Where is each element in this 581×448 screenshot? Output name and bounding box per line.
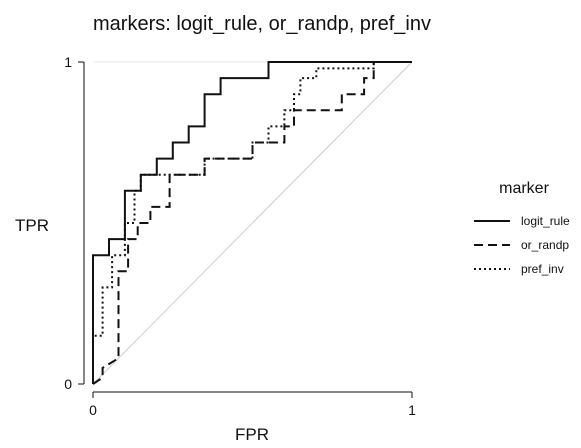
y-tick-label-0: 0 xyxy=(64,376,72,392)
y-tick-label-1: 1 xyxy=(64,54,72,70)
x-tick-label-0: 0 xyxy=(89,402,97,418)
axis-ticks: 0 1 0 1 xyxy=(64,54,416,418)
x-axis-label: FPR xyxy=(235,425,269,444)
legend-label-logit-rule: logit_rule xyxy=(521,214,570,228)
series-layer xyxy=(92,61,412,385)
legend-title: marker xyxy=(499,180,549,197)
legend-label-or-randp: or_randp xyxy=(521,238,569,252)
chart-title: markers: logit_rule, or_randp, pref_inv xyxy=(93,13,431,35)
series-or-randp xyxy=(92,61,412,385)
legend-label-pref-inv: pref_inv xyxy=(521,262,564,276)
series-logit-rule xyxy=(92,61,412,384)
diagonal-reference-line xyxy=(92,61,413,385)
legend-items: logit_rule or_randp pref_inv xyxy=(474,214,570,276)
x-tick-label-1: 1 xyxy=(408,402,416,418)
y-axis-label: TPR xyxy=(15,216,49,235)
plot-area xyxy=(92,61,413,385)
legend: marker logit_rule or_randp pref_inv xyxy=(474,180,570,276)
